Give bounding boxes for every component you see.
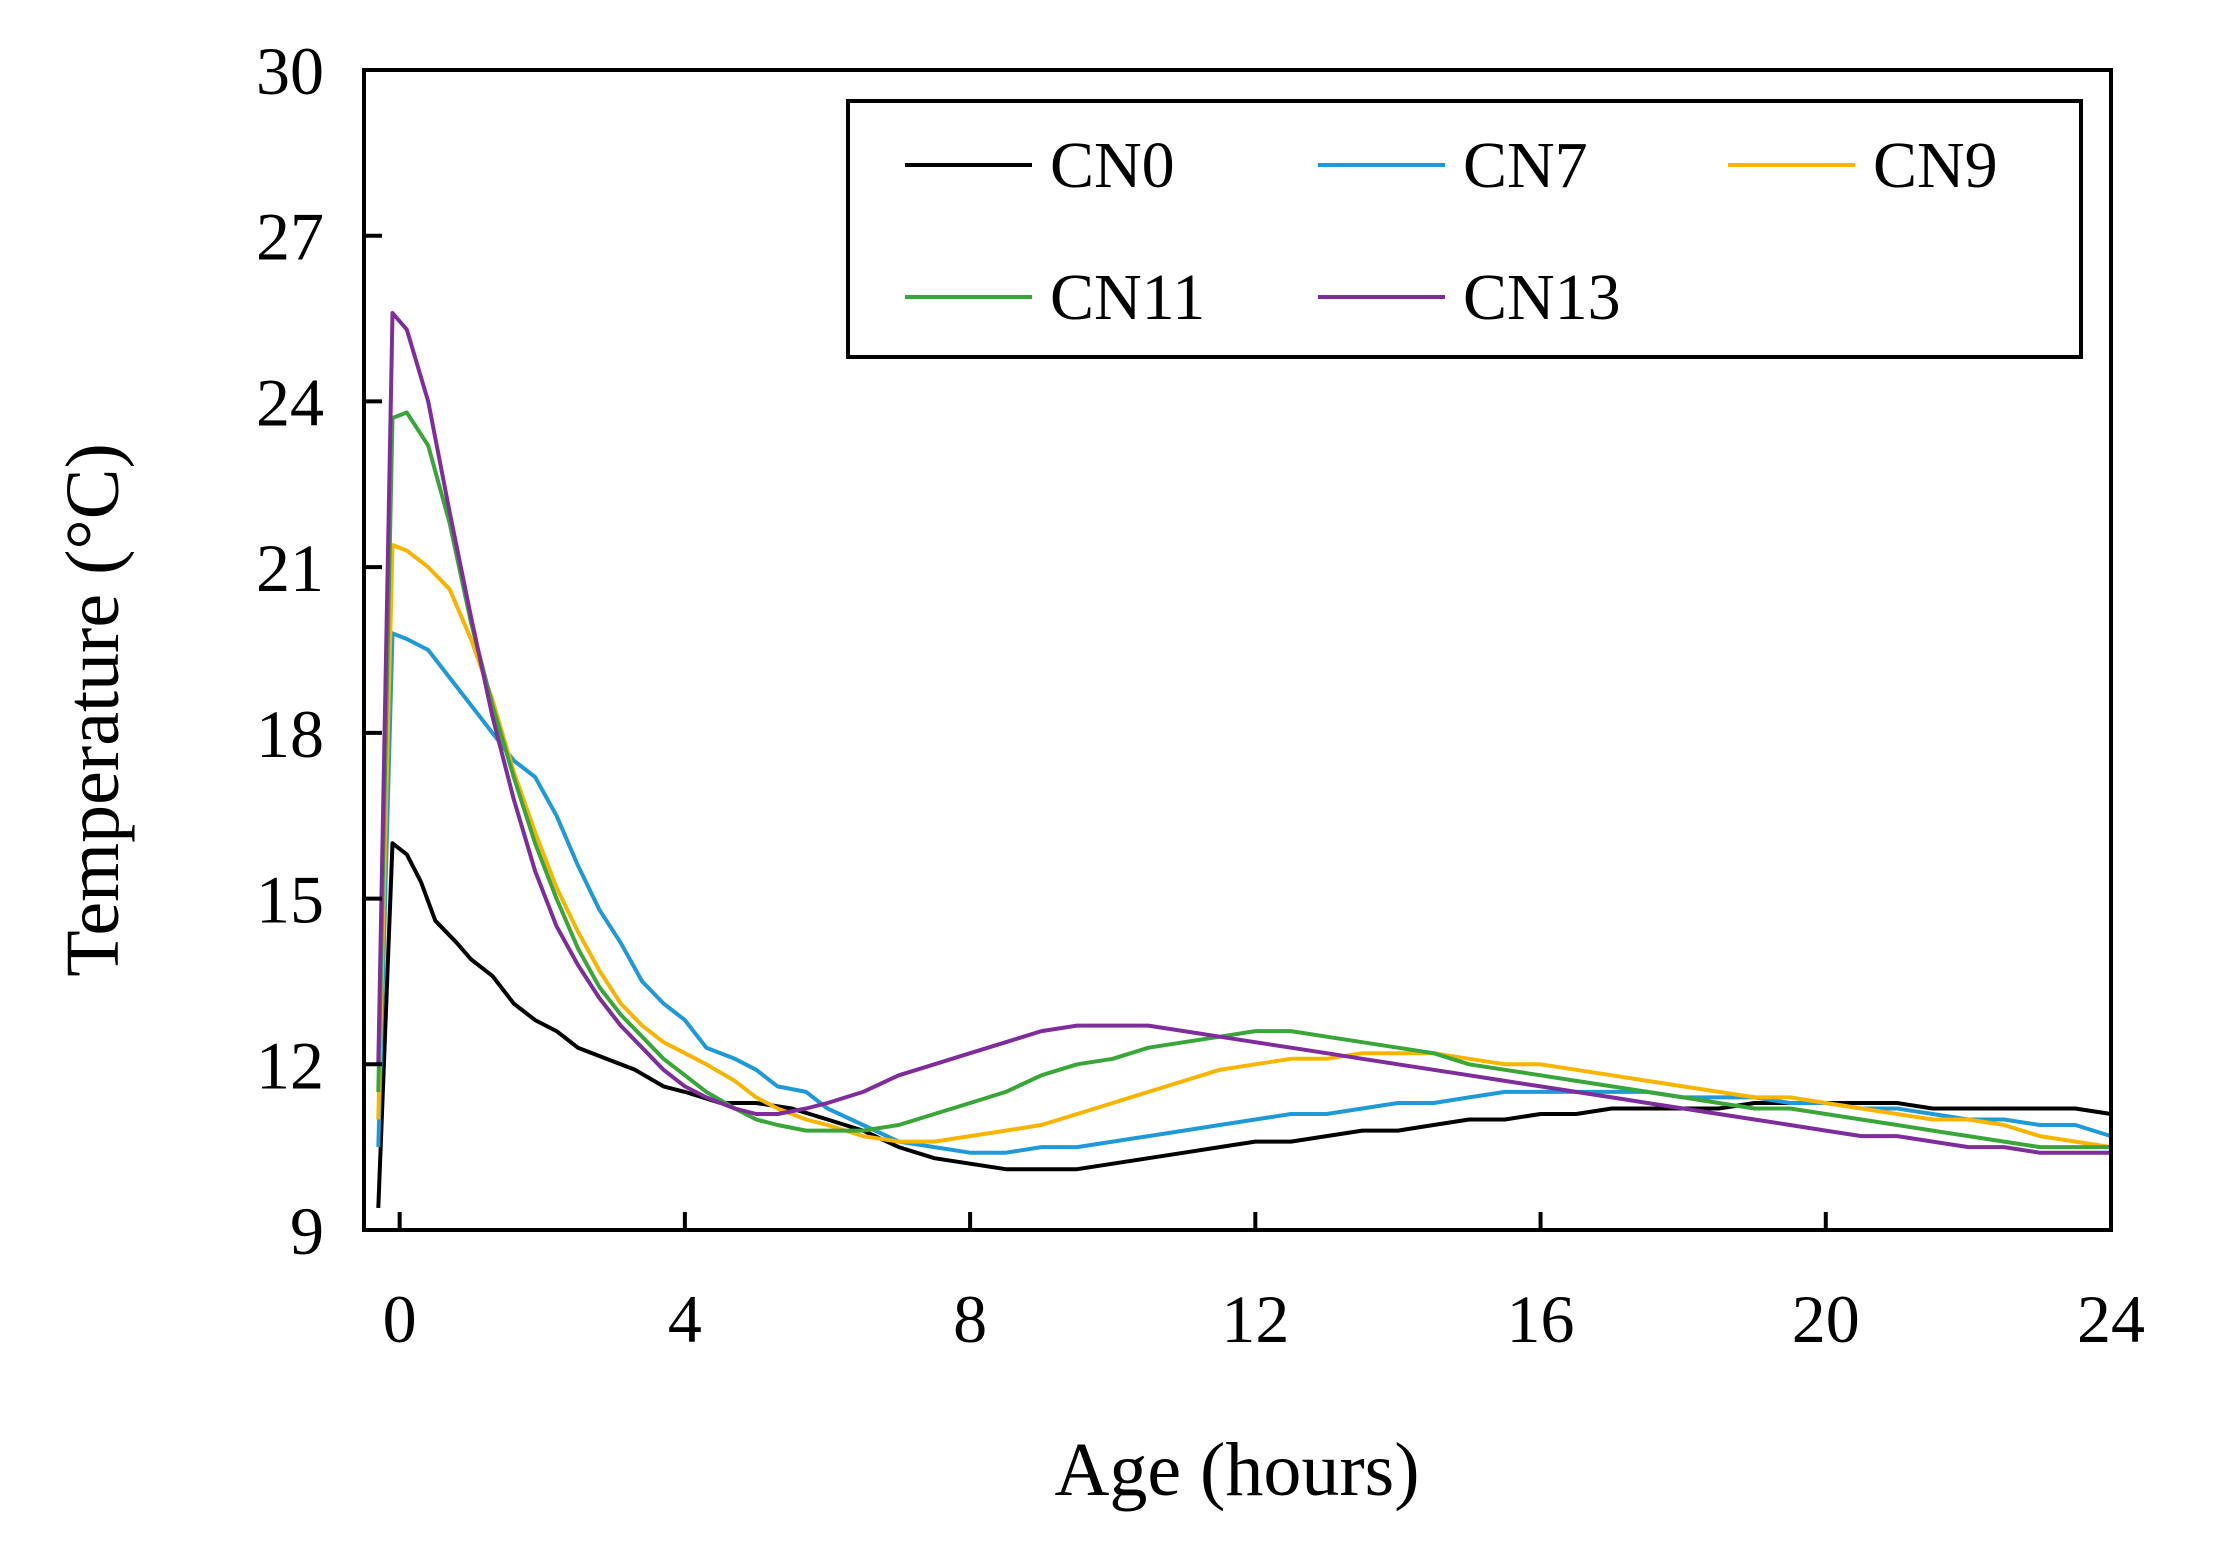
y-axis-title: Temperature (°C) [51,443,135,977]
y-tick-label: 24 [256,364,324,440]
y-tick-label: 27 [256,199,324,275]
x-tick-label: 8 [953,1281,987,1357]
legend-label-cn11: CN11 [1050,261,1205,334]
y-tick-label: 21 [256,530,324,606]
y-tick-label: 30 [256,33,324,109]
legend-label-cn9: CN9 [1873,129,1998,202]
legend-label-cn7: CN7 [1463,129,1588,202]
plot-series-group [376,311,2112,1208]
series-line-cn13 [376,311,2111,1155]
plot-area-frame [362,68,2113,1232]
legend-label-cn0: CN0 [1050,129,1175,202]
x-axis-title: Age (hours) [1054,1428,1419,1512]
legend-label-cn13: CN13 [1463,261,1621,334]
tick-labels-group: 9 12 15 18 21 24 27 30 0 4 8 12 16 20 24 [256,33,2145,1357]
series-line-cn11 [376,410,2111,1150]
y-tick-label: 9 [290,1193,324,1269]
x-tick-label: 16 [1507,1281,1575,1357]
y-tick-label: 15 [256,862,324,938]
series-line-cn9 [376,543,2112,1150]
x-tick-label: 20 [1792,1281,1860,1357]
axis-ticks-group [364,68,2113,1232]
series-line-cn7 [376,631,2112,1155]
legend-box [846,99,2083,359]
y-tick-label: 18 [256,696,324,772]
x-tick-label: 24 [2077,1281,2145,1357]
x-tick-label: 12 [1221,1281,1289,1357]
y-tick-label: 12 [256,1027,324,1103]
x-tick-label: 4 [668,1281,702,1357]
legend: CN0 CN7 CN9 CN11 CN13 [846,99,2083,359]
x-tick-label: 0 [383,1281,417,1357]
